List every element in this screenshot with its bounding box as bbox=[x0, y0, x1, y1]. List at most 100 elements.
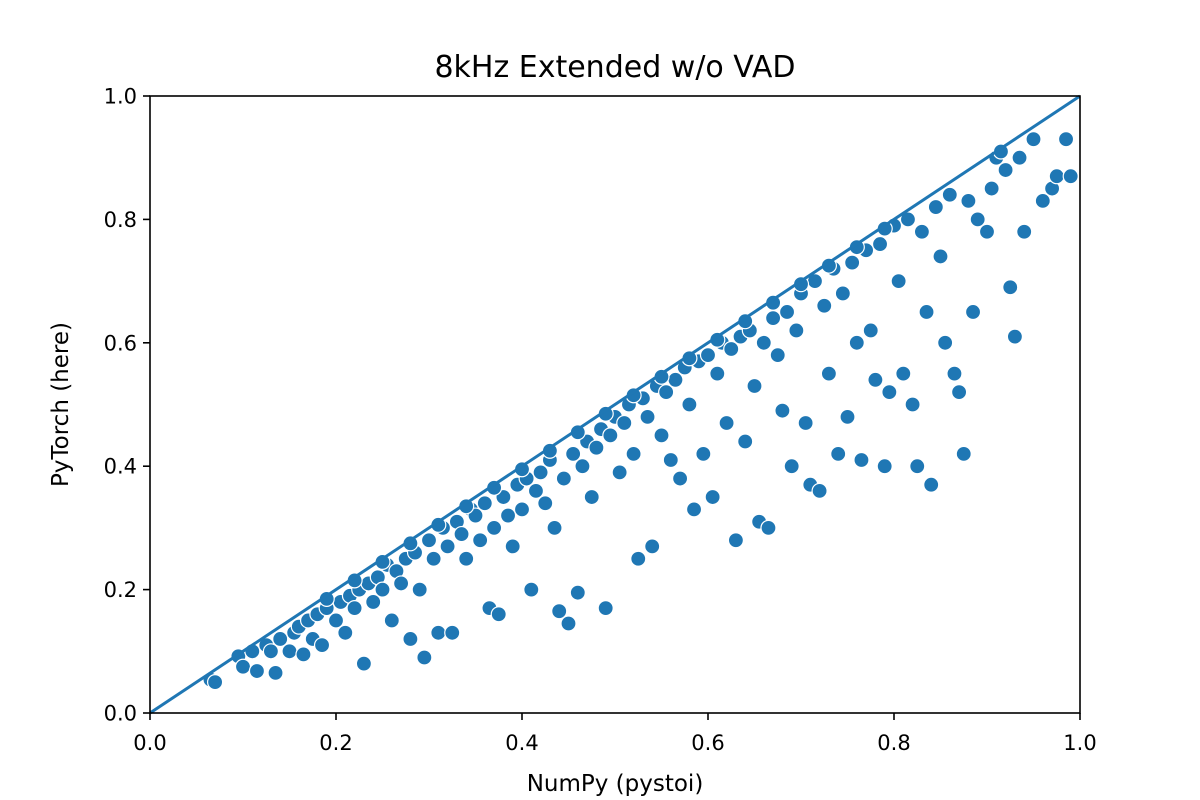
data-point bbox=[667, 371, 684, 388]
x-tick-label: 1.0 bbox=[1063, 731, 1096, 755]
data-point bbox=[532, 464, 549, 481]
data-point bbox=[365, 593, 382, 611]
data-point bbox=[262, 643, 279, 660]
data-point bbox=[318, 590, 335, 607]
x-tick-label: 0.2 bbox=[319, 731, 352, 755]
data-point bbox=[853, 451, 870, 469]
x-tick-label: 0.4 bbox=[505, 731, 538, 755]
data-point bbox=[695, 445, 712, 462]
data-point bbox=[1011, 149, 1028, 166]
data-point bbox=[769, 347, 786, 364]
data-point bbox=[1034, 192, 1051, 209]
data-point bbox=[560, 615, 577, 632]
data-point bbox=[555, 470, 572, 487]
data-point bbox=[453, 525, 470, 543]
data-point bbox=[513, 461, 531, 478]
data-point bbox=[946, 365, 963, 382]
y-axis-label: PyTorch (here) bbox=[48, 322, 74, 487]
x-tick-label: 0.0 bbox=[133, 731, 166, 755]
data-point bbox=[932, 248, 949, 265]
data-point bbox=[923, 476, 940, 493]
data-point bbox=[490, 606, 507, 623]
data-point bbox=[941, 186, 958, 203]
data-point bbox=[792, 276, 810, 293]
data-point bbox=[644, 538, 661, 555]
data-point bbox=[964, 303, 982, 321]
data-point bbox=[913, 223, 931, 240]
data-point bbox=[1062, 168, 1079, 185]
data-point bbox=[723, 340, 740, 358]
data-point bbox=[611, 464, 628, 481]
y-tick-label: 0.6 bbox=[104, 331, 137, 355]
data-point bbox=[685, 501, 703, 518]
data-point bbox=[960, 192, 977, 209]
data-point bbox=[937, 334, 954, 351]
y-tick-label: 0.8 bbox=[104, 208, 137, 232]
x-axis-label: NumPy (pystoi) bbox=[527, 771, 704, 797]
data-point bbox=[871, 235, 889, 253]
data-point bbox=[234, 658, 252, 675]
data-point bbox=[671, 470, 689, 487]
data-point bbox=[541, 442, 559, 459]
data-point bbox=[574, 458, 591, 475]
data-point bbox=[513, 501, 531, 518]
data-point bbox=[876, 220, 893, 237]
data-point bbox=[630, 550, 647, 567]
data-point bbox=[439, 538, 456, 555]
data-point bbox=[499, 507, 517, 524]
data-point bbox=[402, 535, 419, 552]
data-point bbox=[267, 664, 284, 681]
data-point bbox=[551, 603, 568, 620]
chart-title: 8kHz Extended w/o VAD bbox=[434, 50, 795, 85]
data-point bbox=[444, 624, 461, 641]
data-point bbox=[569, 424, 586, 441]
data-point bbox=[625, 445, 642, 462]
data-point bbox=[699, 347, 717, 364]
data-point bbox=[783, 458, 800, 475]
data-point bbox=[346, 572, 363, 589]
data-point bbox=[625, 387, 642, 404]
data-point bbox=[639, 408, 656, 425]
data-point bbox=[486, 479, 503, 496]
data-point bbox=[295, 646, 312, 663]
data-point bbox=[844, 254, 861, 271]
data-point bbox=[1048, 168, 1065, 185]
data-point bbox=[950, 384, 968, 401]
data-point bbox=[834, 285, 851, 302]
data-point bbox=[764, 294, 782, 311]
data-point bbox=[830, 445, 847, 462]
data-point bbox=[458, 550, 475, 567]
data-point bbox=[374, 581, 391, 598]
data-point bbox=[718, 414, 735, 432]
data-point bbox=[709, 331, 726, 348]
data-point bbox=[207, 674, 224, 691]
reference-line-layer bbox=[149, 94, 1081, 715]
data-point bbox=[1016, 223, 1033, 240]
data-point bbox=[797, 414, 814, 432]
plot-frame bbox=[149, 95, 1081, 714]
data-point bbox=[430, 624, 447, 641]
data-point bbox=[839, 408, 856, 425]
data-point bbox=[597, 405, 614, 422]
data-point bbox=[565, 445, 582, 462]
data-point bbox=[602, 427, 619, 444]
data-point bbox=[862, 322, 879, 339]
data-point bbox=[969, 211, 986, 228]
data-point bbox=[658, 384, 675, 401]
data-point bbox=[416, 649, 433, 666]
data-point bbox=[458, 498, 475, 515]
data-point bbox=[955, 445, 972, 462]
data-point bbox=[383, 612, 400, 629]
data-point bbox=[420, 532, 438, 549]
data-point bbox=[876, 458, 893, 475]
data-point bbox=[430, 516, 447, 533]
data-point bbox=[848, 239, 865, 256]
y-tick-label: 0.4 bbox=[104, 455, 137, 479]
data-point bbox=[597, 600, 614, 617]
data-point bbox=[523, 581, 540, 598]
y-axis-ticks: 0.0 0.2 0.4 0.6 0.8 1.0 bbox=[104, 85, 150, 726]
data-point bbox=[374, 553, 391, 570]
data-point bbox=[681, 350, 698, 367]
